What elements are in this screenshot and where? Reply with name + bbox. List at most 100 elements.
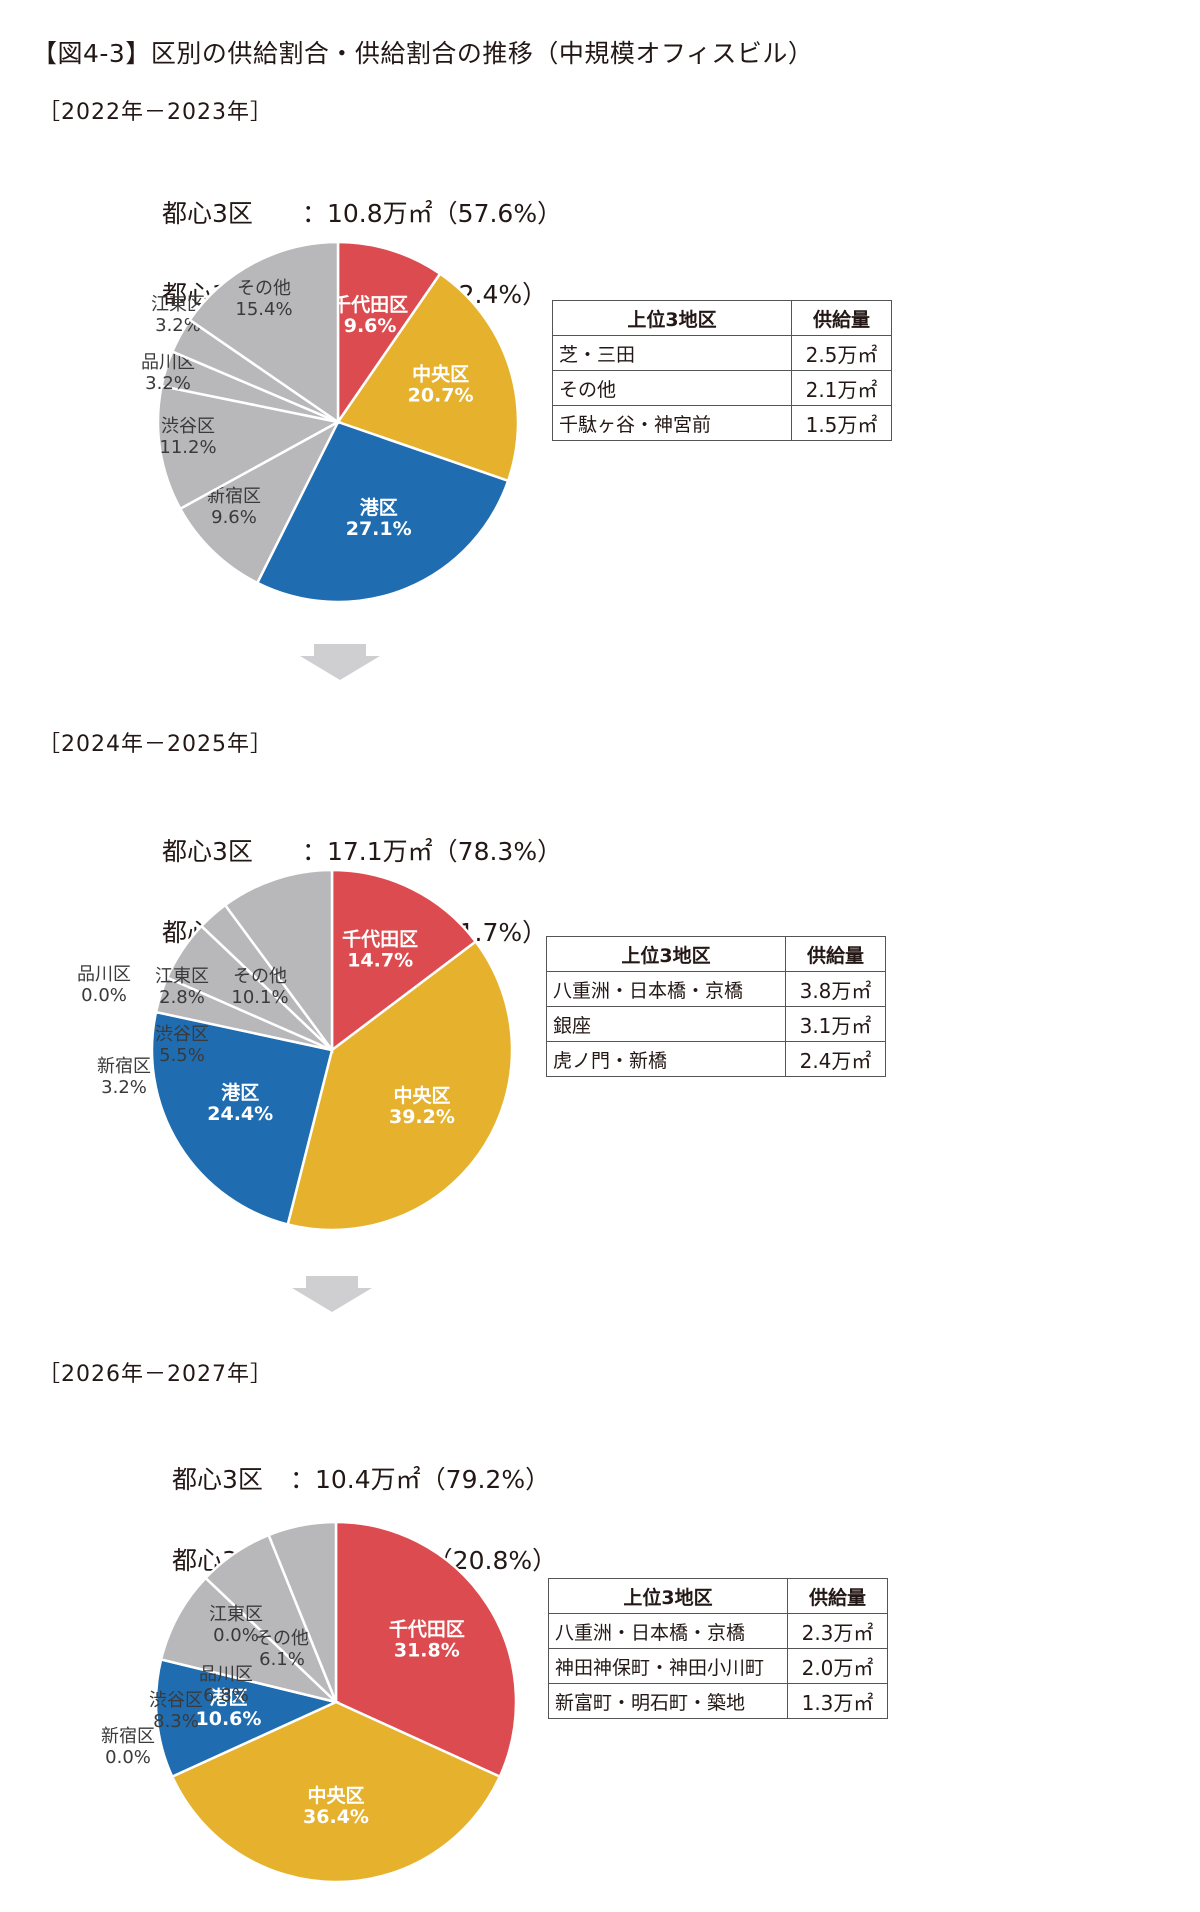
- slice-name-label: 品川区: [77, 964, 131, 985]
- pie-slice-中央区: [170, 1700, 502, 1884]
- slice-name-label: 渋谷区: [149, 1690, 203, 1711]
- volume-cell: 1.5万㎡: [791, 405, 892, 441]
- slice-name-label: その他: [255, 1628, 309, 1649]
- core-value: ：10.8万㎡（57.6%）: [302, 199, 563, 228]
- slice-value-label: 27.1%: [346, 518, 412, 540]
- core-label: 都心3区: [162, 199, 253, 228]
- area-cell: 芝・三田: [552, 335, 792, 371]
- slice-name-label: 新宿区: [207, 486, 261, 507]
- slice-name-label: 千代田区: [342, 928, 418, 950]
- slice-value-label: 20.7%: [408, 384, 474, 406]
- table-row: 千駄ヶ谷・神宮前 1.5万㎡: [552, 405, 892, 441]
- figure-title: 【図4-3】区別の供給割合・供給割合の推移（中規模オフィスビル）: [32, 39, 814, 68]
- slice-value-label: 9.6%: [211, 507, 257, 528]
- core-label: 都心3区: [162, 837, 253, 866]
- volume-cell: 2.5万㎡: [791, 335, 892, 371]
- slice-name-label: 千代田区: [389, 1619, 465, 1641]
- slice-value-label: 11.2%: [159, 437, 216, 458]
- pie-slice-港区: [154, 1657, 340, 1779]
- pie-slice-渋谷区: [159, 1576, 341, 1705]
- slice-value-label: 10.6%: [196, 1708, 262, 1730]
- core-value: ：17.1万㎡（78.3%）: [302, 837, 563, 866]
- header-volume: 供給量: [785, 936, 886, 972]
- period-label: ［2024年－2025年］: [38, 732, 273, 757]
- slice-value-label: 9.6%: [344, 315, 397, 337]
- pie-slice-その他: [267, 1520, 338, 1703]
- volume-cell: 2.1万㎡: [791, 370, 892, 406]
- top3-table: 上位3地区 供給量 八重洲・日本橋・京橋 3.8万㎡ 銀座 3.1万㎡ 虎ノ門・新橋…: [546, 936, 886, 1077]
- slice-name-label: 新宿区: [101, 1726, 155, 1747]
- table-row: 銀座 3.1万㎡: [546, 1006, 886, 1042]
- slice-name-label: 江東区: [151, 294, 205, 315]
- slice-value-label: 36.4%: [303, 1806, 369, 1828]
- slice-name-label: 江東区: [209, 1604, 263, 1625]
- slice-value-label: 14.7%: [347, 949, 413, 971]
- period-label: ［2026年－2027年］: [38, 1362, 273, 1387]
- pie-slice-千代田区: [334, 1520, 518, 1779]
- slice-name-label: 品川区: [141, 352, 195, 373]
- slice-value-label: 3.2%: [145, 373, 191, 394]
- area-cell: 八重洲・日本橋・京橋: [548, 1613, 788, 1649]
- pie-chart: 千代田区31.8%中央区36.4%港区10.6%新宿区0.0%渋谷区8.3%品川…: [101, 1520, 518, 1884]
- slice-name-label: 品川区: [199, 1664, 253, 1685]
- pie-chart: 千代田区9.6%中央区20.7%港区27.1%新宿区9.6%渋谷区11.2%品川…: [141, 240, 520, 604]
- header-area: 上位3地区: [548, 1578, 788, 1614]
- area-cell: その他: [552, 370, 792, 406]
- volume-cell: 3.1万㎡: [785, 1006, 886, 1042]
- slice-name-label: その他: [233, 966, 287, 987]
- header-area: 上位3地区: [552, 300, 792, 336]
- volume-cell: 1.3万㎡: [787, 1683, 888, 1719]
- table-row: その他 2.1万㎡: [552, 370, 892, 406]
- slice-value-label: 10.1%: [231, 987, 288, 1008]
- table-row: 神田神保町・神田小川町 2.0万㎡: [548, 1648, 888, 1684]
- slice-name-label: 港区: [221, 1082, 259, 1104]
- slice-name-label: 千代田区: [332, 294, 408, 316]
- slice-name-label: 江東区: [155, 966, 209, 987]
- slice-value-label: 6.1%: [259, 1649, 305, 1670]
- slice-value-label: 24.4%: [207, 1103, 273, 1125]
- slice-name-label: 港区: [360, 497, 398, 519]
- table-row: 新富町・明石町・築地 1.3万㎡: [548, 1683, 888, 1719]
- slice-value-label: 6.8%: [203, 1685, 249, 1706]
- slice-value-label: 39.2%: [389, 1106, 455, 1128]
- pie-slice-中央区: [336, 272, 520, 483]
- slice-name-label: 中央区: [393, 1084, 450, 1107]
- table-header-row: 上位3地区 供給量: [552, 300, 892, 336]
- pie-slice-中央区: [286, 939, 514, 1232]
- header-area: 上位3地区: [546, 936, 786, 972]
- core-label: 都心3区: [172, 1465, 263, 1494]
- volume-cell: 2.3万㎡: [787, 1613, 888, 1649]
- slice-value-label: 0.0%: [213, 1625, 259, 1646]
- header-volume: 供給量: [791, 300, 892, 336]
- down-arrow-icon: [300, 644, 380, 680]
- area-cell: 銀座: [546, 1006, 786, 1042]
- slice-name-label: 港区: [209, 1687, 247, 1709]
- area-cell: 虎ノ門・新橋: [546, 1041, 786, 1077]
- table-row: 虎ノ門・新橋 2.4万㎡: [546, 1041, 886, 1077]
- top3-table: 上位3地区 供給量 芝・三田 2.5万㎡ その他 2.1万㎡ 千駄ヶ谷・神宮前 1.5…: [552, 300, 892, 441]
- slice-value-label: 8.3%: [153, 1711, 199, 1732]
- slice-value-label: 2.8%: [159, 987, 205, 1008]
- slice-value-label: 0.0%: [105, 1747, 151, 1768]
- slice-name-label: 中央区: [412, 362, 469, 385]
- pie-slice-千代田区: [336, 240, 442, 427]
- top3-table: 上位3地区 供給量 八重洲・日本橋・京橋 2.3万㎡ 神田神保町・神田小川町 2.0…: [548, 1578, 888, 1719]
- area-cell: 神田神保町・神田小川町: [548, 1648, 788, 1684]
- slice-name-label: 渋谷区: [161, 416, 215, 437]
- pie-slice-新宿区: [178, 418, 341, 585]
- area-cell: 千駄ヶ谷・神宮前: [552, 405, 792, 441]
- pie-slice-港区: [150, 1010, 334, 1226]
- pie-slice-その他: [188, 240, 340, 425]
- slice-name-label: その他: [237, 278, 291, 299]
- period-label: ［2022年－2023年］: [38, 100, 273, 125]
- slice-name-label: 新宿区: [97, 1056, 151, 1077]
- slice-value-label: 3.2%: [101, 1077, 147, 1098]
- slice-value-label: 31.8%: [394, 1640, 460, 1662]
- down-arrow-icon: [292, 1276, 372, 1312]
- slice-value-label: 15.4%: [235, 299, 292, 320]
- table-header-row: 上位3地区 供給量: [546, 936, 886, 972]
- slice-value-label: 5.5%: [159, 1045, 205, 1066]
- slice-value-label: 0.0%: [81, 985, 127, 1006]
- volume-cell: 2.0万㎡: [787, 1648, 888, 1684]
